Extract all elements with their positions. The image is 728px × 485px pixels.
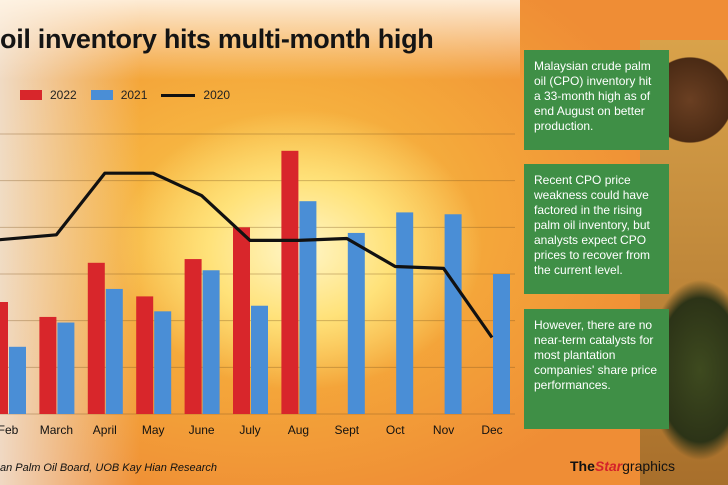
x-tick-label: April (93, 423, 117, 437)
legend-item-2022: 2022 (20, 88, 77, 102)
bar-2021-july (251, 305, 268, 414)
bar-2021-sept (347, 232, 365, 414)
legend-swatch-2020 (161, 93, 196, 97)
bar-2022-june (184, 259, 202, 414)
brand-graphics: graphics (622, 458, 676, 474)
bar-2021-nov (444, 214, 462, 414)
legend-label-2021: 2021 (120, 88, 148, 102)
brand-logo: TheStargraphics (570, 458, 675, 474)
bar-2021-june (202, 270, 220, 414)
legend-swatch-2022 (20, 90, 42, 100)
bar-2022-aug (281, 150, 299, 415)
bar-2022-may (136, 296, 154, 414)
x-tick-label: Sept (334, 423, 359, 437)
info-panel-1: Malaysian crude palm oil (CPO) inventory… (524, 50, 669, 150)
bar-2021-aug (299, 201, 317, 414)
bar-2022-march (39, 316, 57, 414)
info-panel-2: Recent CPO price weakness could have fac… (524, 164, 669, 294)
x-tick-label: Dec (481, 423, 502, 437)
x-tick-label: March (40, 423, 73, 437)
bar-2021-feb (9, 346, 26, 414)
x-tick-label: July (239, 423, 260, 437)
bar-2022-feb (0, 302, 8, 414)
bar-2021-april (105, 288, 123, 414)
legend-item-2021: 2021 (90, 88, 148, 102)
bar-2022-april (87, 262, 105, 414)
legend-label-2022: 2022 (50, 88, 77, 102)
x-tick-label: Feb (0, 423, 19, 437)
legend-item-2020: 2020 (161, 88, 230, 102)
bar-2022-july (233, 227, 250, 414)
bar-2021-dec (493, 274, 510, 414)
chart-title: oil inventory hits multi-month high (0, 24, 434, 54)
x-tick-label: Nov (433, 423, 454, 437)
info-panel-3: However, there are no near-term catalyst… (524, 309, 669, 429)
chart-legend: 2022 2021 2020 (20, 88, 230, 102)
line-2020 (0, 171, 494, 339)
x-tick-label: Oct (386, 423, 405, 437)
background-fade-top (0, 0, 520, 80)
legend-label-2020: 2020 (203, 88, 231, 102)
bar-2021-oct (396, 212, 414, 414)
bar-2021-march (57, 322, 75, 414)
x-tick-label: May (142, 423, 165, 437)
brand-star: Star (594, 458, 623, 474)
brand-the: The (570, 458, 595, 474)
legend-swatch-2021 (90, 90, 113, 100)
bar-2021-may (154, 311, 172, 414)
source-note: an Palm Oil Board, UOB Kay Hian Research (0, 462, 218, 474)
x-tick-label: Aug (288, 423, 309, 437)
x-tick-label: June (189, 423, 215, 437)
